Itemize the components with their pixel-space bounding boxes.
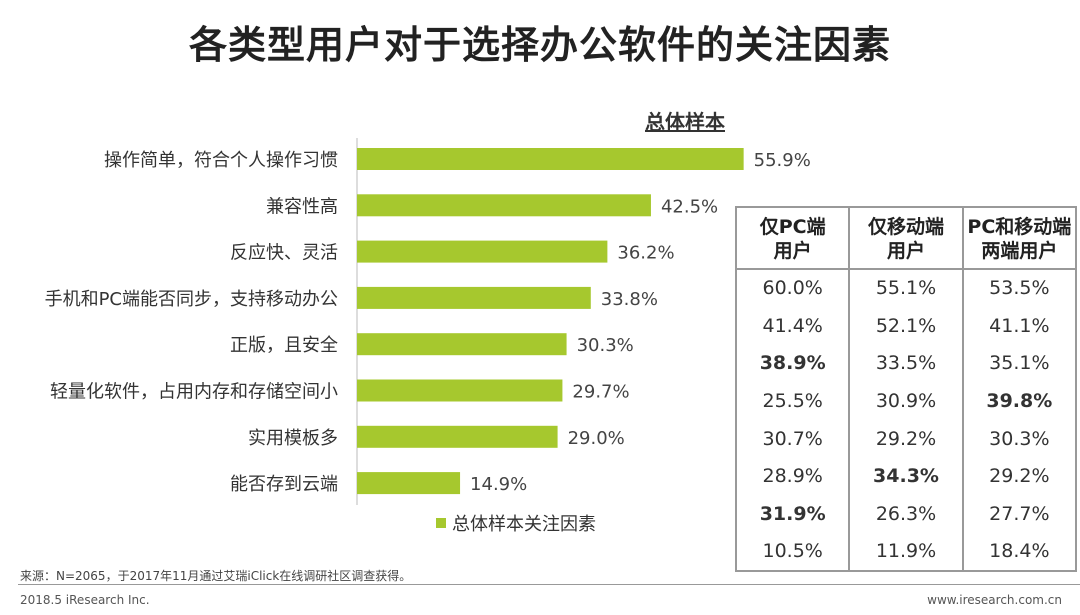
table-row: 38.9% 33.5% 35.1% — [734, 344, 1078, 383]
bar — [357, 148, 744, 170]
bar — [357, 194, 651, 217]
segment-header: 仅移动端 用户 — [848, 206, 964, 270]
category-label: 实用模板多 — [248, 428, 338, 449]
table-cell: 39.8% — [961, 382, 1078, 420]
segment-header-line1: 仅PC端 — [759, 216, 826, 238]
bar — [357, 425, 558, 448]
table-cell: 33.5% — [848, 344, 964, 383]
bar — [357, 379, 563, 402]
segment-header-line2: 用户 — [773, 240, 812, 262]
source-note: 来源：N=2065，于2017年11月通过艾瑞iClick在线调研社区调查获得。 — [20, 569, 412, 583]
table-cell: 11.9% — [848, 532, 964, 572]
table-cell: 25.5% — [734, 382, 851, 420]
data-label: 30.3% — [577, 335, 634, 356]
table-cell: 35.1% — [961, 344, 1078, 383]
table-row: 25.5% 30.9% 39.8% — [734, 382, 1078, 420]
page-title: 各类型用户对于选择办公软件的关注因素 — [188, 23, 891, 67]
table-row: 30.7% 29.2% 30.3% — [734, 419, 1078, 458]
data-label: 29.0% — [568, 428, 625, 449]
table-cell: 55.1% — [848, 269, 964, 307]
data-label: 14.9% — [470, 474, 527, 495]
table-cell: 30.7% — [734, 419, 851, 458]
segment-table: 仅PC端 用户 仅移动端 用户 PC和移动端 两端用户 60.0% 55.1% 53.5% 41… — [734, 206, 1078, 572]
data-label: 42.5% — [661, 196, 718, 217]
table-row: 31.9% 26.3% 27.7% — [734, 495, 1078, 533]
table-cell: 41.4% — [734, 306, 851, 345]
data-label: 29.7% — [572, 382, 629, 403]
table-cell: 30.9% — [848, 382, 964, 420]
segment-header-line2: 用户 — [886, 240, 925, 262]
table-cell: 10.5% — [734, 532, 851, 572]
table-cell: 53.5% — [961, 269, 1078, 307]
table-cell: 60.0% — [734, 269, 851, 307]
legend-label: 总体样本关注因素 — [452, 514, 596, 535]
table-cell: 52.1% — [848, 306, 964, 345]
segment-header-line1: 仅移动端 — [867, 216, 944, 238]
chart-legend: 总体样本关注因素 — [436, 510, 596, 536]
category-label: 能否存到云端 — [230, 474, 338, 495]
segment-header-line2: 两端用户 — [981, 240, 1058, 262]
table-row: 10.5% 11.9% 18.4% — [734, 532, 1078, 572]
legend-swatch — [436, 518, 446, 528]
footer-website: www.iresearch.com.cn — [927, 593, 1062, 607]
table-cell: 38.9% — [734, 344, 851, 383]
table-row: 28.9% 34.3% 29.2% — [734, 457, 1078, 496]
table-cell: 18.4% — [961, 532, 1078, 572]
bar — [357, 472, 461, 495]
segment-header: PC和移动端 两端用户 — [961, 206, 1078, 270]
table-cell: 34.3% — [848, 457, 964, 496]
category-label: 操作简单，符合个人操作习惯 — [104, 150, 338, 171]
table-cell: 29.2% — [961, 457, 1078, 496]
footer-copyright: 2018.5 iResearch Inc. — [20, 593, 150, 607]
table-cell: 29.2% — [848, 419, 964, 458]
bar — [357, 240, 608, 263]
table-cell: 41.1% — [961, 306, 1078, 345]
category-label: 轻量化软件，占用内存和存储空间小 — [50, 382, 338, 403]
table-cell: 31.9% — [734, 495, 851, 533]
table-cell: 28.9% — [734, 457, 851, 496]
bar — [357, 286, 591, 309]
data-label: 36.2% — [617, 243, 674, 264]
table-row: 41.4% 52.1% 41.1% — [734, 306, 1078, 345]
table-row: 60.0% 55.1% 53.5% — [734, 269, 1078, 307]
chart-subtitle: 总体样本 — [645, 110, 725, 134]
table-cell: 26.3% — [848, 495, 964, 533]
category-label: 兼容性高 — [266, 196, 338, 217]
category-label: 反应快、灵活 — [230, 243, 338, 264]
table-cell: 30.3% — [961, 419, 1078, 458]
data-label: 33.8% — [601, 289, 658, 310]
footer-divider — [18, 584, 1080, 585]
category-label: 正版，且安全 — [230, 335, 338, 356]
data-label: 55.9% — [754, 150, 811, 171]
category-label: 手机和PC端能否同步，支持移动办公 — [45, 289, 338, 310]
bar — [357, 333, 567, 356]
table-cell: 27.7% — [961, 495, 1078, 533]
segment-header-line1: PC和移动端 — [967, 216, 1072, 238]
segment-header: 仅PC端 用户 — [734, 206, 851, 270]
